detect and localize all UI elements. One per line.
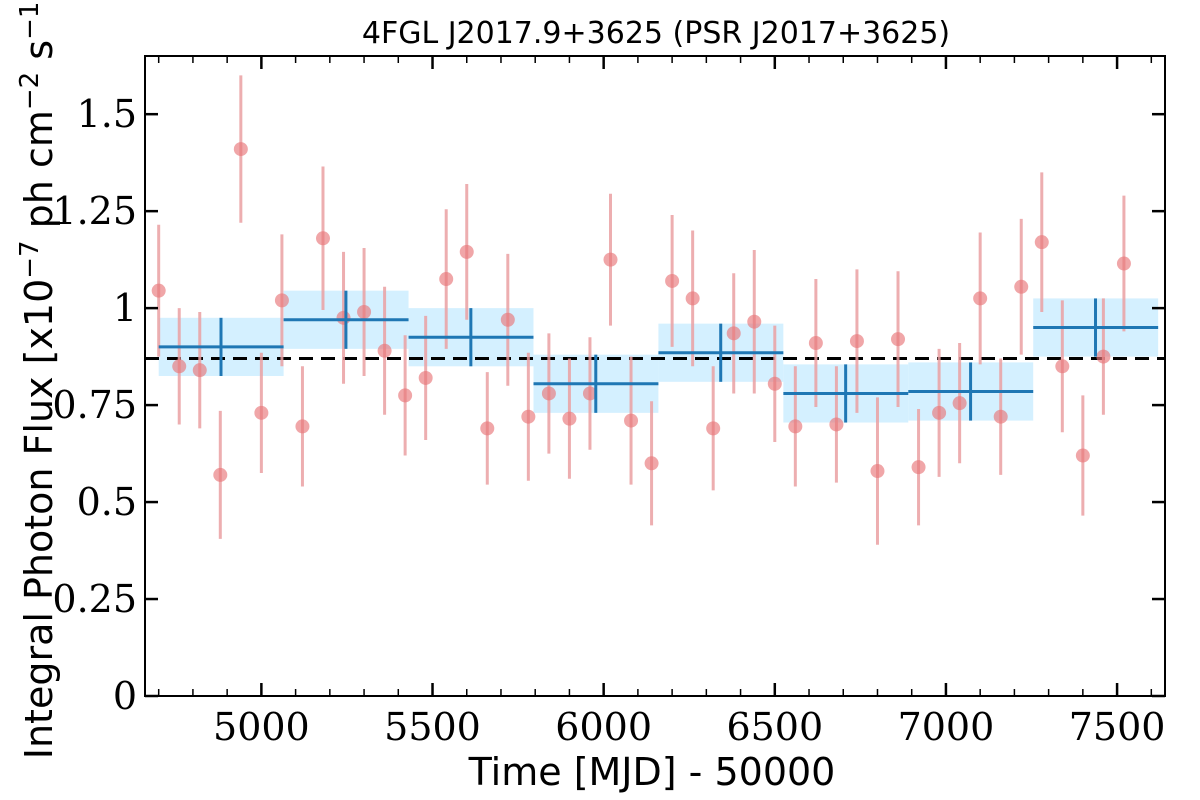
data-point [254, 405, 269, 420]
data-point [500, 312, 515, 327]
y-axis-title-main: Integral Photon Flux [x10 [17, 279, 61, 760]
y-axis-title-mid: ph cm [17, 110, 61, 240]
y-axis-title-end: ] [17, 0, 61, 2]
data-point [665, 273, 680, 288]
data-point [541, 386, 556, 401]
x-tick-label: 6000 [555, 705, 652, 749]
data-point [726, 326, 741, 341]
data-point [172, 359, 187, 374]
data-point [911, 460, 926, 475]
data-point [952, 396, 967, 411]
y-axis-title: Integral Photon Flux [x10−7 ph cm−2 s−1] [15, 0, 61, 759]
data-point [993, 409, 1008, 424]
data-point [1096, 349, 1111, 364]
bin-bands-layer [158, 290, 1159, 423]
data-point [233, 142, 248, 157]
chart-title: 4FGL J2017.9+3625 (PSR J2017+3625) [362, 16, 950, 51]
data-point [582, 386, 597, 401]
x-axis-title: Time [MJD] - 50000 [468, 750, 836, 794]
data-point [1014, 279, 1029, 294]
data-point [1075, 448, 1090, 463]
data-point [767, 376, 782, 391]
plot-area: 5000 5500 6000 6500 7000 7500 0 0.25 0.5 0.75 1 1.2… [52, 55, 1166, 749]
y-axis-title-exp-1: −7 [15, 240, 45, 278]
data-point [213, 467, 228, 482]
axis-ticks-layer: 5000 5500 6000 6500 7000 7500 0 0.25 0.5 0.75 1 1.2… [52, 56, 1165, 749]
data-point [1116, 256, 1131, 271]
data-point [295, 419, 310, 434]
data-point [829, 417, 844, 432]
y-tick-label: 1 [113, 286, 137, 330]
data-point [315, 231, 330, 246]
data-point [336, 310, 351, 325]
data-point [192, 363, 207, 378]
data-point [377, 343, 392, 358]
data-point [521, 409, 536, 424]
data-point [603, 252, 618, 267]
y-tick-label: 0 [113, 674, 137, 718]
data-point [685, 291, 700, 306]
data-point [932, 405, 947, 420]
data-point [624, 413, 639, 428]
x-tick-label: 5500 [384, 705, 481, 749]
data-point [274, 293, 289, 308]
x-tick-label: 5000 [213, 705, 310, 749]
y-tick-label: 0.25 [52, 577, 137, 621]
data-point [1055, 359, 1070, 374]
data-point [788, 419, 803, 434]
data-point [418, 370, 433, 385]
data-point [706, 421, 721, 436]
data-point [747, 314, 762, 329]
data-point [973, 291, 988, 306]
y-tick-label: 1.5 [77, 92, 137, 136]
x-tick-label: 7000 [898, 705, 995, 749]
data-point [398, 388, 413, 403]
y-tick-label: 0.5 [77, 480, 137, 524]
data-point [151, 283, 166, 298]
y-axis-title-s: s [17, 40, 61, 72]
y-tick-label: 0.75 [52, 383, 137, 427]
data-point [459, 244, 474, 259]
x-tick-label: 7500 [1069, 705, 1166, 749]
data-point [870, 464, 885, 479]
data-point [1034, 235, 1049, 250]
data-point [808, 336, 823, 351]
data-point [644, 456, 659, 471]
y-axis-title-exp-2: −2 [15, 72, 45, 110]
plot-frame [144, 55, 1166, 697]
long-timescale-bins-layer [158, 290, 1159, 423]
data-point [480, 421, 495, 436]
x-tick-label: 6500 [726, 705, 823, 749]
y-axis-title-exp-3: −1 [15, 2, 45, 40]
y-tick-label: 1.25 [52, 189, 137, 233]
data-point [849, 334, 864, 349]
data-point [439, 272, 454, 287]
data-point [357, 305, 372, 319]
data-point [891, 332, 906, 347]
data-point [562, 411, 577, 426]
